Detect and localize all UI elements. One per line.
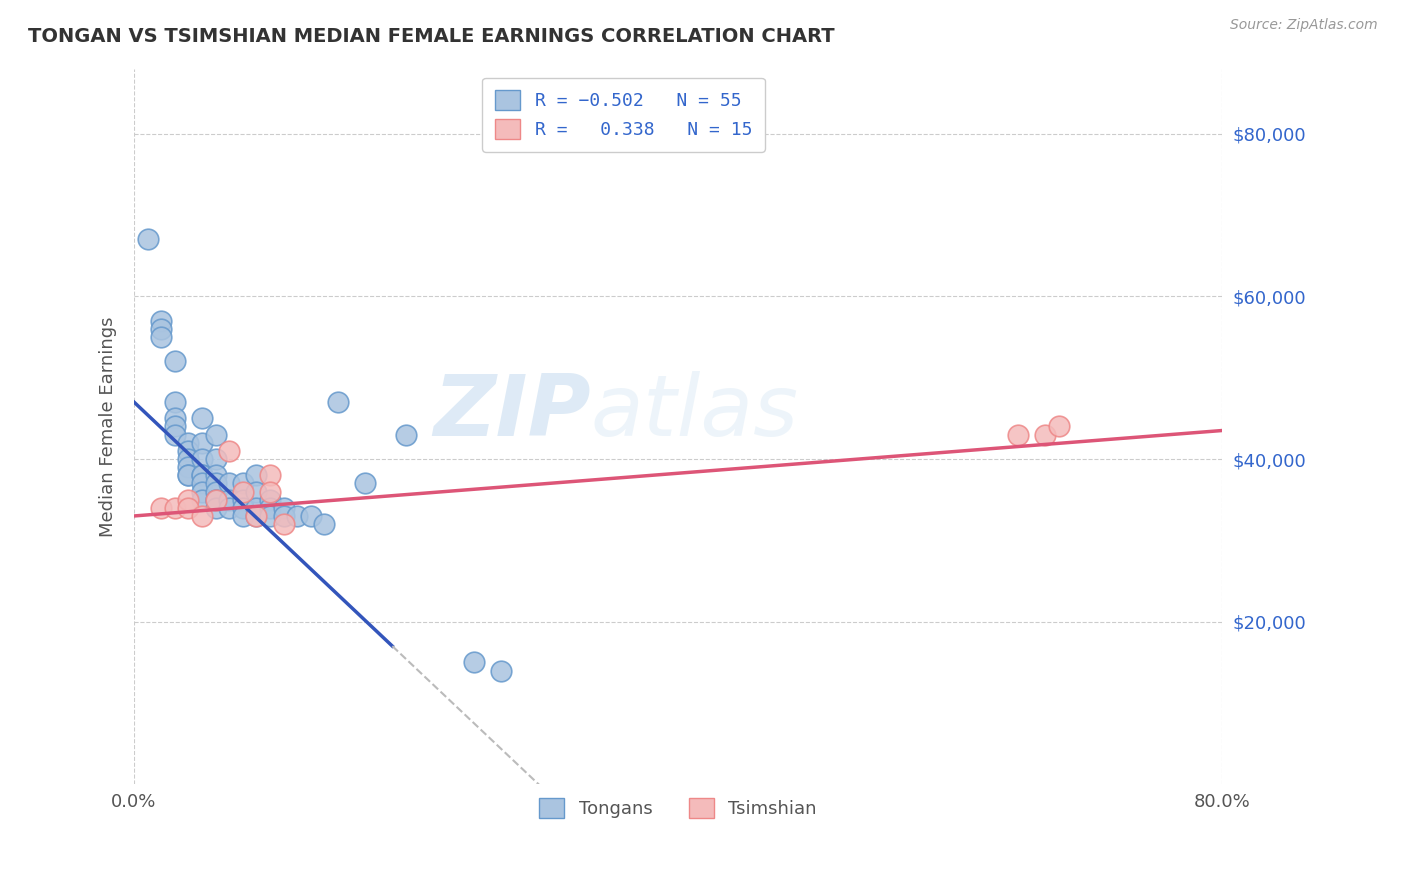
Point [463, 656, 485, 670]
Point [245, 468, 267, 483]
Point [285, 508, 308, 523]
Point [177, 468, 200, 483]
Point [191, 411, 214, 425]
Point [299, 508, 322, 523]
Point [245, 500, 267, 515]
Point [177, 468, 200, 483]
Point [218, 492, 240, 507]
Point [204, 492, 226, 507]
Point [259, 492, 281, 507]
Point [163, 411, 186, 425]
Point [136, 232, 159, 246]
Point [204, 500, 226, 515]
Point [314, 517, 336, 532]
Point [232, 500, 254, 515]
Text: ZIP: ZIP [433, 371, 591, 454]
Point [218, 476, 240, 491]
Point [204, 492, 226, 507]
Point [232, 476, 254, 491]
Point [245, 508, 267, 523]
Point [273, 517, 295, 532]
Y-axis label: Median Female Earnings: Median Female Earnings [100, 317, 117, 537]
Point [204, 452, 226, 467]
Point [163, 500, 186, 515]
Legend: Tongans, Tsimshian: Tongans, Tsimshian [531, 791, 824, 825]
Point [273, 500, 295, 515]
Point [354, 476, 377, 491]
Point [204, 427, 226, 442]
Point [191, 476, 214, 491]
Point [177, 500, 200, 515]
Point [177, 435, 200, 450]
Point [177, 452, 200, 467]
Point [273, 508, 295, 523]
Point [1047, 419, 1070, 434]
Point [232, 492, 254, 507]
Point [163, 427, 186, 442]
Point [191, 484, 214, 499]
Point [1033, 427, 1056, 442]
Point [150, 314, 173, 328]
Point [204, 484, 226, 499]
Point [150, 330, 173, 344]
Point [218, 500, 240, 515]
Point [163, 419, 186, 434]
Point [1007, 427, 1029, 442]
Text: Source: ZipAtlas.com: Source: ZipAtlas.com [1230, 18, 1378, 32]
Point [326, 395, 349, 409]
Point [177, 460, 200, 475]
Point [259, 500, 281, 515]
Point [191, 492, 214, 507]
Text: atlas: atlas [591, 371, 799, 454]
Point [245, 508, 267, 523]
Point [191, 468, 214, 483]
Point [232, 508, 254, 523]
Point [489, 664, 512, 678]
Point [163, 354, 186, 368]
Point [177, 492, 200, 507]
Point [259, 468, 281, 483]
Point [150, 500, 173, 515]
Point [204, 476, 226, 491]
Point [395, 427, 418, 442]
Point [191, 435, 214, 450]
Point [177, 443, 200, 458]
Point [163, 395, 186, 409]
Point [150, 322, 173, 336]
Point [259, 484, 281, 499]
Point [191, 508, 214, 523]
Point [204, 492, 226, 507]
Point [191, 452, 214, 467]
Point [259, 508, 281, 523]
Point [245, 484, 267, 499]
Point [191, 468, 214, 483]
Text: TONGAN VS TSIMSHIAN MEDIAN FEMALE EARNINGS CORRELATION CHART: TONGAN VS TSIMSHIAN MEDIAN FEMALE EARNIN… [28, 27, 835, 45]
Point [204, 468, 226, 483]
Point [218, 443, 240, 458]
Point [232, 484, 254, 499]
